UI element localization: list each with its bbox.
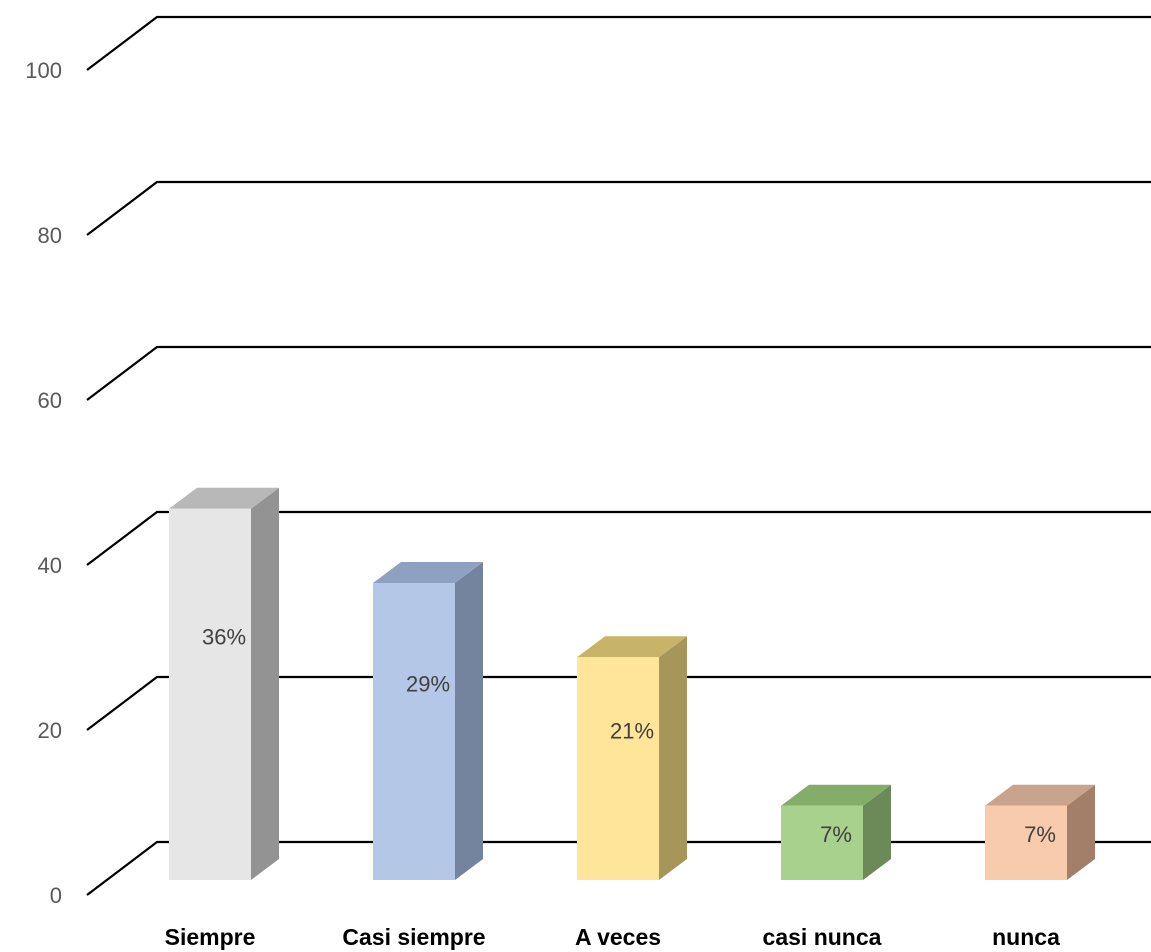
x-category-label: nunca xyxy=(992,924,1060,950)
y-tick-label: 100 xyxy=(25,58,62,83)
y-tick-label: 60 xyxy=(38,388,62,413)
gridline-40 xyxy=(86,510,1151,566)
bar-3 xyxy=(781,784,891,880)
data-label: 29% xyxy=(406,672,450,697)
bar-side xyxy=(455,562,483,880)
bar-top xyxy=(373,562,483,583)
gridline-100 xyxy=(86,15,1151,71)
x-category-label: Siempre xyxy=(165,924,256,950)
bar-side xyxy=(251,487,279,880)
y-tick-label: 40 xyxy=(38,553,62,578)
bar-front xyxy=(985,805,1067,880)
bar-front xyxy=(373,583,455,880)
gridline-60 xyxy=(86,345,1151,401)
bar-4 xyxy=(985,784,1095,880)
data-label: 21% xyxy=(610,719,654,744)
bar-side xyxy=(659,636,687,880)
y-tick-label: 80 xyxy=(38,223,62,248)
gridline-80 xyxy=(86,180,1151,236)
y-tick-label: 0 xyxy=(50,883,62,908)
y-tick-label: 20 xyxy=(38,718,62,743)
bar-front xyxy=(169,508,251,880)
gridline-20 xyxy=(86,675,1151,731)
bar-1 xyxy=(373,562,483,880)
bar-top xyxy=(577,636,687,658)
data-label: 7% xyxy=(1024,822,1056,847)
x-category-label: casi nunca xyxy=(763,924,882,950)
y-axis-ticks: 0 20 40 60 80 100 xyxy=(25,58,62,908)
bar-2 xyxy=(577,636,687,880)
bar-front xyxy=(781,805,863,880)
bar-top xyxy=(169,487,279,509)
x-category-label: Casi siempre xyxy=(342,924,485,950)
bar-top xyxy=(985,784,1095,806)
bar-side xyxy=(1067,784,1095,880)
data-label: 7% xyxy=(820,822,852,847)
x-axis-categories: Siempre Casi siempre A veces casi nunca nunc… xyxy=(165,924,1060,950)
bar-front xyxy=(577,657,659,880)
bar-top xyxy=(781,784,891,806)
bars: 36% 29% 21% 7% 7% xyxy=(169,487,1095,880)
bar-side xyxy=(863,784,891,880)
bar-0 xyxy=(169,487,279,880)
data-label: 36% xyxy=(202,624,246,649)
x-category-label: A veces xyxy=(575,924,661,950)
